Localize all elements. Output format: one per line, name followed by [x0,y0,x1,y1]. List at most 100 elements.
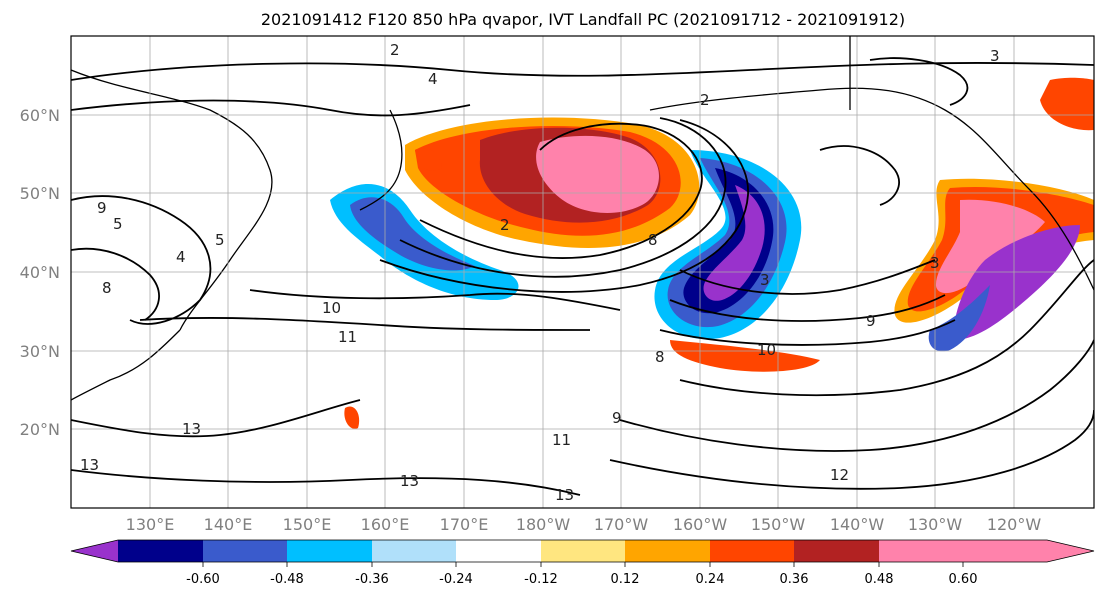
contour-label: 3 [990,47,1000,65]
contour-line [819,145,900,206]
colorbar-tick-label: -0.48 [270,572,304,587]
figure-title: 2021091412 F120 850 hPa qvapor, IVT Land… [261,10,905,29]
colorbar-outline [70,539,1095,563]
coastline [359,109,403,211]
anomaly-region [1040,77,1094,131]
contour-label: 5 [113,215,123,233]
lon-label: 160°E [361,515,410,534]
anomaly-region [670,340,820,372]
colorbar-segment [372,540,456,562]
lon-label: 160°W [673,515,728,534]
contour-line [71,62,1094,81]
coastlines [71,36,1094,401]
lat-label: 60°N [20,106,60,125]
lon-label: 140°W [830,515,885,534]
contour-label: 9 [97,199,107,217]
gridlines [71,36,1094,508]
contour-label: 10 [757,341,776,359]
lon-label: 170°E [440,515,489,534]
colorbar-tick-label: -0.12 [524,572,558,587]
lat-label: 20°N [20,420,60,439]
contour-label: 13 [400,472,419,490]
colorbar-segment [203,540,287,562]
coastline [71,329,181,401]
colorbar-tick-label: 0.48 [865,572,894,587]
contour-label: 9 [612,409,622,427]
contour-label: 13 [80,456,99,474]
colorbar: -0.60 -0.48 -0.36 -0.24 -0.12 0.12 0.24 … [70,539,1095,587]
lat-label: 40°N [20,263,60,282]
contour-label: 11 [338,328,357,346]
colorbar-tick-label: -0.24 [439,572,473,587]
contour-line [71,247,160,321]
colorbar-tick-label: -0.36 [355,572,389,587]
contour-line [669,294,946,322]
latitude-axis: 60°N 50°N 40°N 30°N 20°N [20,106,60,439]
contour-label: 13 [182,420,201,438]
anomaly-region [415,148,442,171]
contour-line [379,119,749,293]
colorbar-segment [879,540,1094,562]
contour-line [71,195,212,325]
anomaly-region [536,135,659,213]
contour-label: 12 [830,466,849,484]
colorbar-segment [625,540,710,562]
contour-line [619,339,1094,452]
lon-label: 170°W [594,515,649,534]
contour-line [869,57,969,106]
contour-label: 2 [700,91,710,109]
contour-label: 4 [176,248,186,266]
contour-label: 10 [322,299,341,317]
lon-label: 120°W [987,515,1042,534]
contour-label: 2 [390,41,400,59]
colorbar-segment [287,540,372,562]
colorbar-segment [794,540,879,562]
contour-line [399,117,727,278]
contour-line [419,122,703,259]
colorbar-segment [71,540,118,562]
colorbar-ticks [202,562,964,567]
contour-label: 8 [102,279,112,297]
lat-label: 30°N [20,342,60,361]
contour-line [659,319,956,346]
colorbar-segment [541,540,625,562]
anomaly-region [954,225,1080,340]
anomaly-region [935,199,1045,294]
colorbar-segment [710,540,794,562]
contour-line [71,99,471,117]
contour-label: 13 [555,486,574,504]
colorbar-tick-label: 0.24 [696,572,725,587]
contour-label: 4 [428,70,438,88]
contour-label: 11 [552,431,571,449]
contour-label: 8 [655,348,665,366]
coastline [649,87,1094,291]
contour-line [139,317,591,331]
map-panel: 2 4 2 5 9 4 5 8 10 11 13 13 13 13 2 8 3 … [70,35,1095,509]
contour-label: 5 [215,231,225,249]
colorbar-tick-label: 0.60 [949,572,978,587]
contour-line [679,259,1094,397]
contour-label: 2 [500,216,510,234]
anomaly-region [350,197,475,271]
lon-label: 130°W [908,515,963,534]
map-frame [70,35,1095,509]
contour-line [249,289,621,311]
contour-label: 8 [648,231,658,249]
lon-label: 150°E [283,515,332,534]
colorbar-tick-label: -0.60 [186,572,220,587]
lon-label: 130°E [126,515,175,534]
lon-label: 140°E [204,515,253,534]
lon-label: 180°W [516,515,571,534]
lat-label: 50°N [20,184,60,203]
ivt-contours [71,57,1094,496]
anomaly-region [928,285,990,352]
coastline [71,69,273,331]
longitude-axis: 130°E 140°E 150°E 160°E 170°E 180°W 170°… [126,515,1042,534]
lon-label: 150°W [751,515,806,534]
contour-label: 3 [760,271,770,289]
contour-line [71,399,361,438]
anomaly-region [344,406,360,429]
contour-label: 9 [866,312,876,330]
contour-label: 3 [930,254,940,272]
